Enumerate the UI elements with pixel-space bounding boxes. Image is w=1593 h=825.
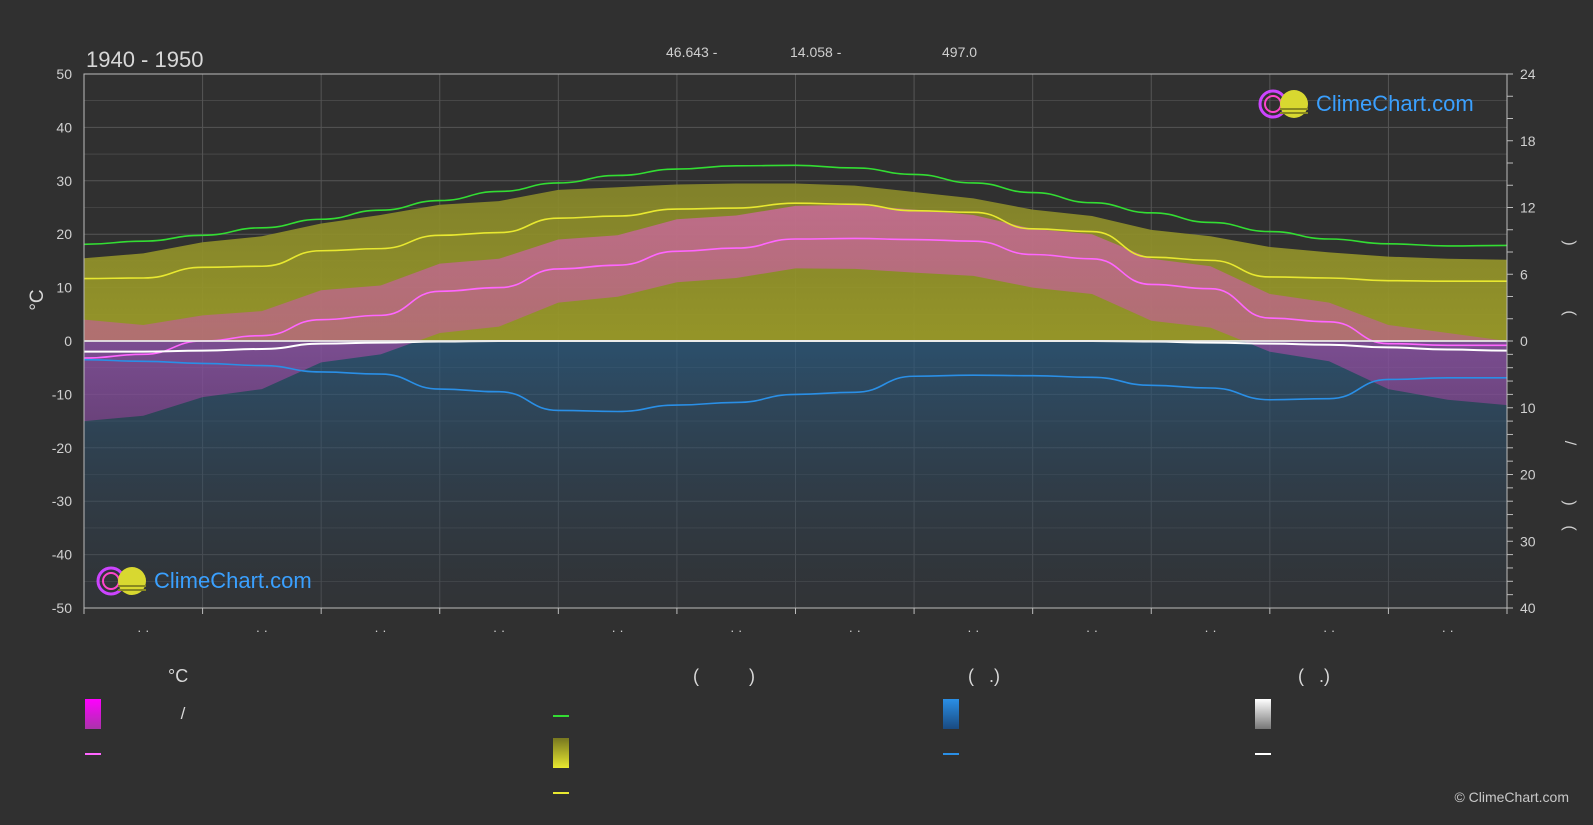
- legend-swatch-snow: [1255, 753, 1271, 755]
- y-tick-left: -50: [52, 600, 72, 616]
- legend-swatch-precip-range: [943, 699, 959, 729]
- climechart-logo-icon: [96, 566, 146, 596]
- y-tick-left: 20: [56, 226, 72, 242]
- y-tick-left: 40: [56, 119, 72, 135]
- y-tick-left: -20: [52, 440, 72, 456]
- y-axis-left-title: °C: [27, 289, 48, 310]
- y-tick-right: 10: [1520, 400, 1536, 416]
- y-tick-left: -40: [52, 547, 72, 563]
- copyright: © ClimeChart.com: [1454, 789, 1569, 805]
- y-tick-right: 40: [1520, 600, 1536, 616]
- legend-header-precipitation: ( .): [968, 666, 1000, 686]
- y-tick-right: 6: [1520, 266, 1528, 282]
- legend-swatch-avg-temp: [85, 753, 101, 755]
- x-tick-label: · ·: [374, 623, 386, 638]
- x-tick-label: · ·: [611, 623, 623, 638]
- legend-swatch-snow-range: [1255, 699, 1271, 729]
- series-line-precip: [83, 358, 1507, 413]
- logo-top: ClimeChart.com: [1258, 88, 1474, 120]
- legend-swatch-precip: [943, 753, 959, 755]
- climate-chart: 50 40 30 20 10 0 -10 -20 -30 -40 -50 24 18 12 6 0 10 20 30…: [27, 44, 1578, 638]
- x-tick-label: · ·: [256, 623, 268, 638]
- x-tick-label: · ·: [1442, 623, 1454, 638]
- x-tick-label: · ·: [493, 623, 505, 638]
- climechart-logo-icon: [1258, 89, 1308, 119]
- y-tick-left: 0: [64, 333, 72, 349]
- y-axis-right-title-glyph: /: [1561, 441, 1578, 446]
- longitude-label: 14.058 -: [790, 44, 842, 60]
- legend-header-temperature: °C: [168, 666, 189, 686]
- logo-bottom: ClimeChart.com: [96, 565, 312, 597]
- latitude-label: 46.643 -: [666, 44, 718, 60]
- precip-band: [84, 341, 1507, 608]
- logo-text: ClimeChart.com: [1316, 91, 1474, 116]
- temperature-band: [84, 204, 1507, 422]
- y-tick-left: 50: [56, 66, 72, 82]
- x-tick-label: · ·: [967, 623, 979, 638]
- series-line-sunshine: [83, 202, 1507, 282]
- y-axis-right-title-glyph: (: [1561, 310, 1578, 316]
- axes: 50 40 30 20 10 0 -10 -20 -30 -40 -50 24 18 12 6 0 10 20 30…: [52, 66, 1578, 638]
- series-line-avg_temp: [83, 237, 1507, 359]
- chart-title: 1940 - 1950: [86, 47, 203, 72]
- y-axis-right-title-glyph: (: [1561, 525, 1578, 531]
- legend-header-snow: ( .): [1298, 666, 1330, 686]
- elevation-label: 497.0: [942, 44, 977, 60]
- series-line-daylight: [83, 164, 1508, 247]
- y-tick-left: 30: [56, 173, 72, 189]
- y-axis-right-title-glyph: ): [1561, 500, 1578, 505]
- y-tick-left: -30: [52, 493, 72, 509]
- logo-text: ClimeChart.com: [154, 568, 312, 593]
- y-tick-right: 18: [1520, 133, 1536, 149]
- y-tick-right: 20: [1520, 467, 1536, 483]
- x-tick-label: · ·: [137, 623, 149, 638]
- x-tick-label: · ·: [730, 623, 742, 638]
- legend-swatch-sunshine-range: [553, 738, 569, 768]
- y-tick-right: 30: [1520, 533, 1536, 549]
- data-bands: [84, 183, 1507, 608]
- y-axis-right-title-glyph: ): [1561, 240, 1578, 245]
- y-tick-left: 10: [56, 280, 72, 296]
- x-tick-label: · ·: [849, 623, 861, 638]
- legend-label-temp-range: /: [105, 704, 186, 723]
- y-tick-left: -10: [52, 386, 72, 402]
- y-tick-right: 0: [1520, 333, 1528, 349]
- y-tick-right: 12: [1520, 200, 1536, 216]
- x-tick-label: · ·: [1323, 623, 1335, 638]
- legend-header-sunshine: ( ): [693, 666, 755, 686]
- x-tick-label: · ·: [1086, 623, 1098, 638]
- legend-swatch-temp-range: [85, 699, 101, 729]
- y-tick-right: 24: [1520, 66, 1536, 82]
- x-tick-label: · ·: [1204, 623, 1216, 638]
- legend-swatch-daylight: [553, 715, 569, 717]
- legend-swatch-sunshine: [553, 792, 569, 794]
